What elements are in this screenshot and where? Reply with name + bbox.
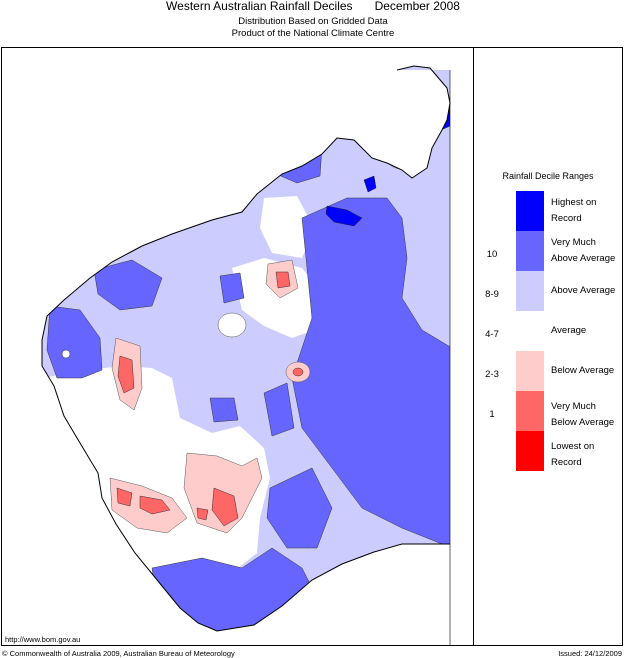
range-label-8-9: 8-9 — [485, 289, 499, 300]
vmba-gascoyne — [117, 355, 135, 394]
legend-label-above: Above Average — [551, 285, 616, 296]
legend-swatch-very-much-above — [516, 231, 544, 271]
vmaa-region-east — [291, 197, 450, 549]
vmba-pilbara — [275, 271, 291, 289]
average-region-west — [42, 366, 270, 583]
record-high-north — [396, 75, 450, 135]
map-title: Western Australian Rainfall Deciles Decem… — [0, 0, 626, 13]
legend-title: Rainfall Decile Ranges — [502, 171, 594, 181]
rainfall-decile-map — [41, 65, 451, 645]
legend-swatch-highest — [516, 191, 544, 231]
legend-swatch-below — [516, 351, 544, 391]
vmaa-spot-3 — [263, 382, 295, 437]
legend-swatch-above — [516, 271, 544, 311]
map-frame — [1, 47, 623, 646]
vmaa-region-north — [93, 259, 163, 311]
legend-label-very-much-above: Very Much Above Average — [551, 237, 616, 264]
vmaa-spot-2 — [209, 397, 239, 423]
legend-label-highest: Highest on Record — [551, 197, 597, 224]
legend-label-lowest: Lowest on Record — [551, 441, 595, 468]
vmaa-spot-1 — [219, 272, 245, 304]
legend-swatch-average — [516, 311, 544, 351]
vmaa-region-west — [46, 305, 103, 379]
legend-label-below: Below Average — [551, 365, 615, 376]
legend-swatch-lowest — [516, 431, 544, 471]
average-region-central — [232, 258, 322, 338]
record-high-spot — [363, 175, 377, 193]
subtitle-gridded: Distribution Based on Gridded Data — [238, 16, 388, 27]
vmba-spot — [292, 367, 304, 377]
legend-divider — [473, 47, 474, 646]
subtitle-product: Product of the National Climate Centre — [231, 28, 395, 39]
vmba-spot-west — [61, 349, 71, 359]
title-period: December 2008 — [374, 0, 460, 13]
average-region-north — [260, 196, 314, 258]
legend-swatch-very-much-below — [516, 391, 544, 431]
vmba-midwest — [116, 487, 171, 515]
vmba-wheatbelt — [196, 487, 239, 527]
footer-url[interactable]: http://www.bom.gov.au — [5, 635, 81, 644]
legend-label-very-much-below: Very Much Below Average — [551, 401, 615, 428]
range-label-4-7: 4-7 — [485, 329, 499, 340]
vmaa-region-goldfields — [266, 467, 333, 549]
range-label-2-3: 2-3 — [485, 369, 499, 380]
legend-label-average: Average — [551, 325, 587, 336]
range-label-1: 1 — [489, 409, 495, 420]
coastline — [41, 65, 451, 632]
record-high-kimberley — [325, 205, 363, 227]
average-spot-mid — [217, 312, 247, 338]
range-label-10: 10 — [486, 249, 498, 260]
title-text: Western Australian Rainfall Deciles — [166, 0, 353, 13]
footer-issued: Issued: 24/12/2009 — [558, 649, 622, 658]
footer-copyright: © Commonwealth of Australia 2009, Austra… — [2, 649, 235, 658]
average-spot-east — [387, 150, 417, 170]
